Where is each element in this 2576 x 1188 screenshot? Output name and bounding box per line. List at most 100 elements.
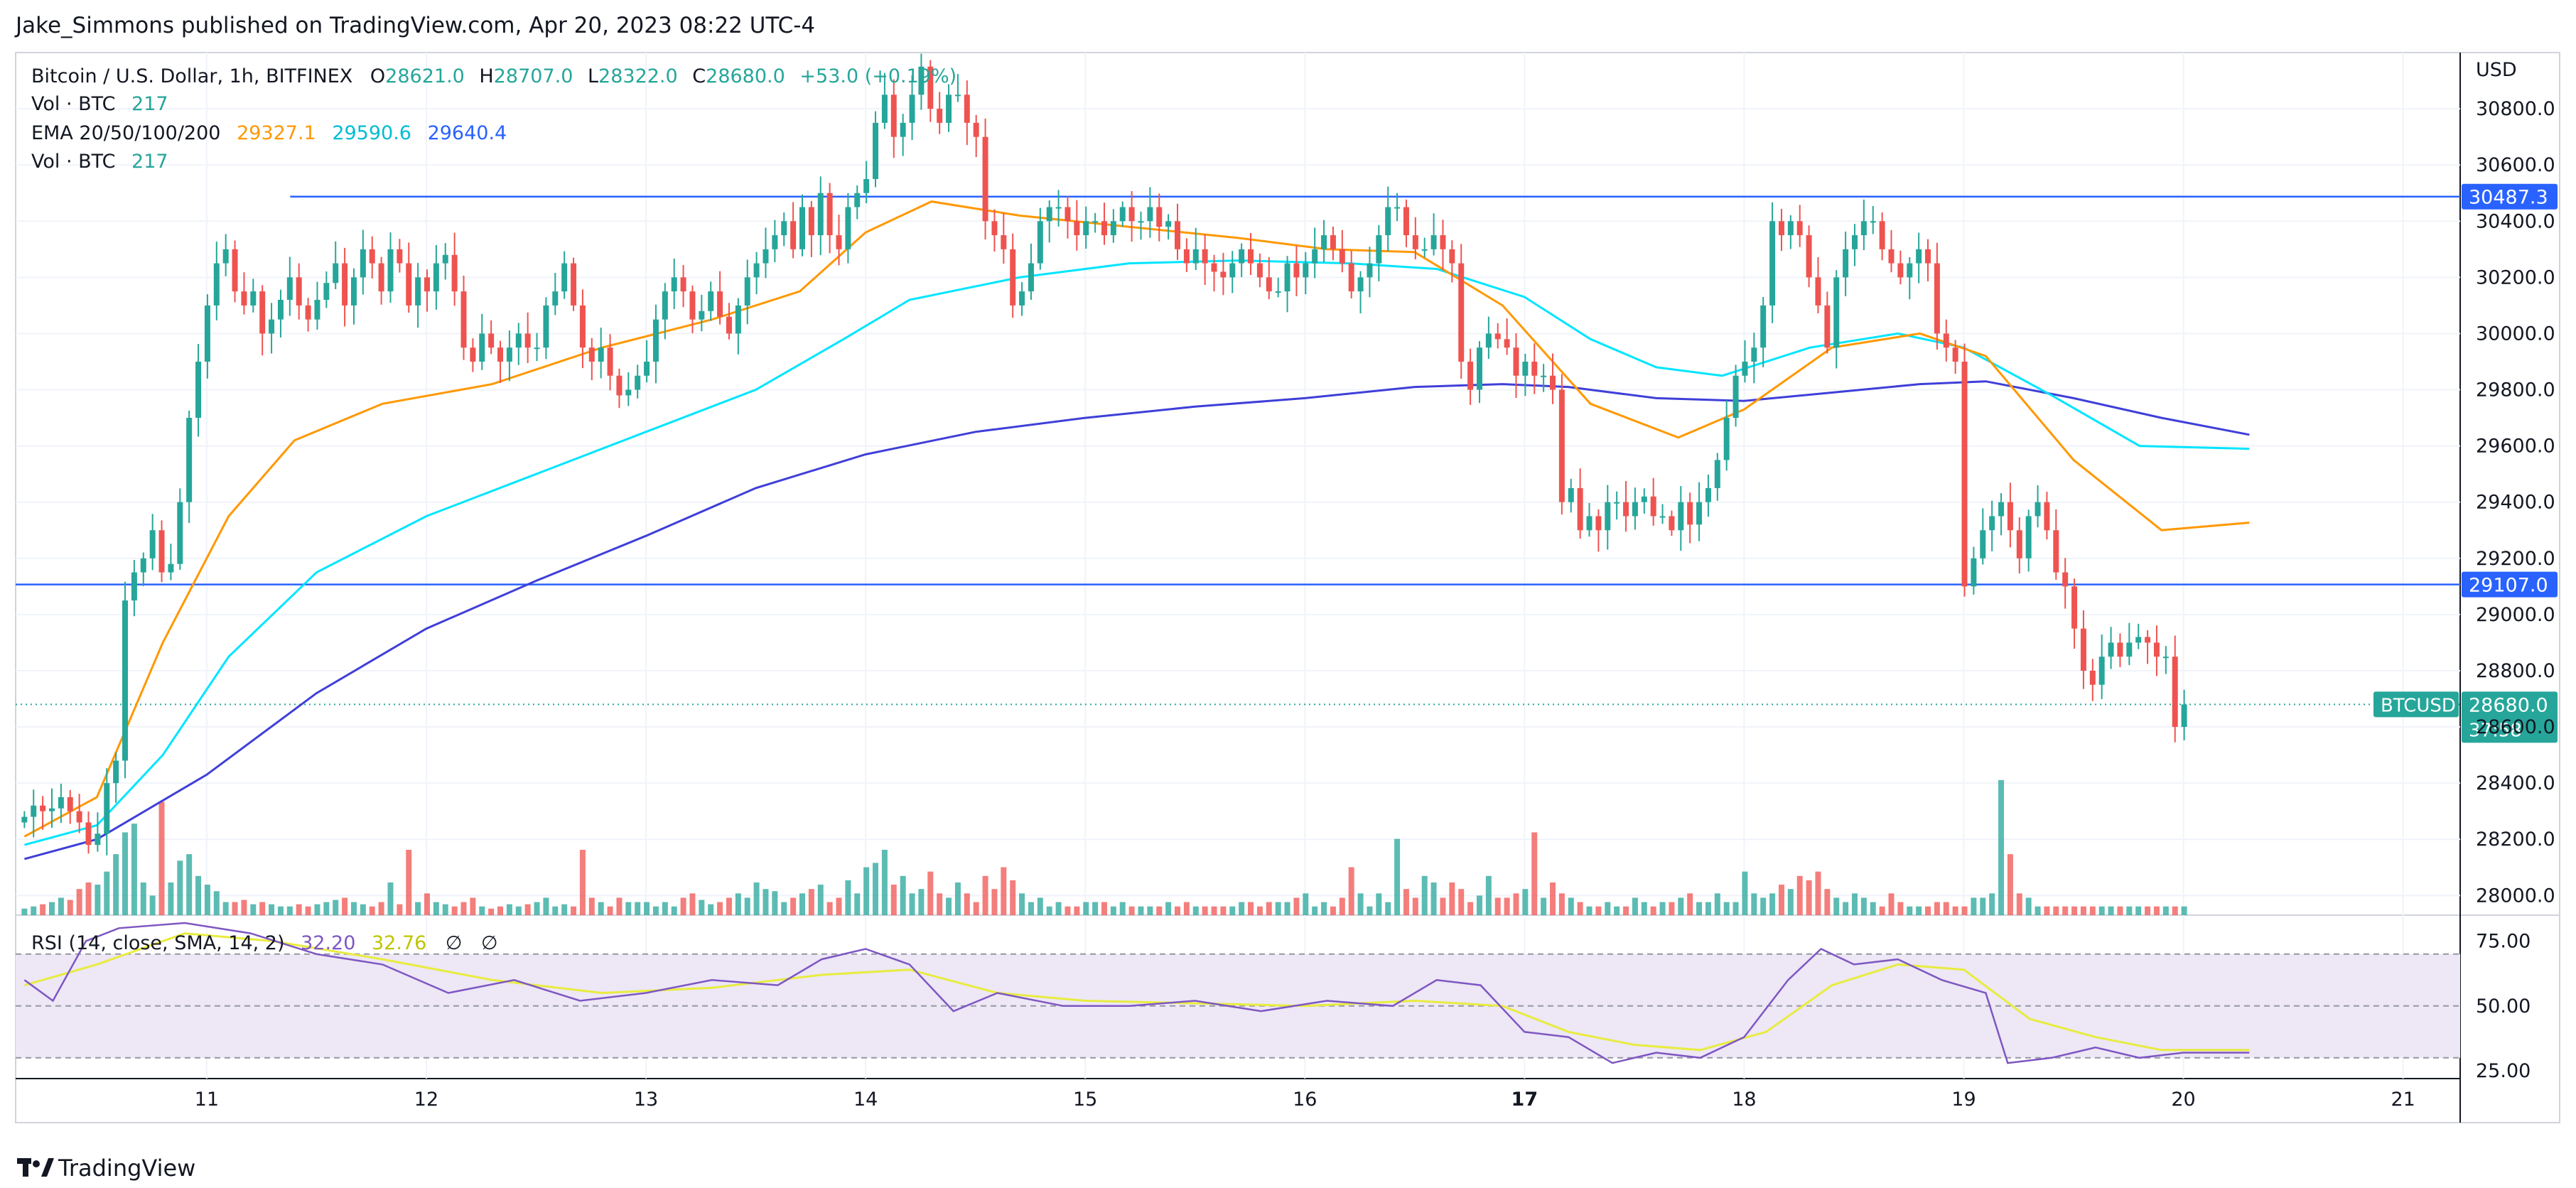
volume-bar [204, 885, 210, 915]
volume-bar [799, 893, 805, 915]
candle-body [1128, 207, 1135, 222]
candle-body [76, 811, 82, 823]
candle-body [946, 94, 952, 123]
candle-body [2126, 642, 2133, 657]
volume-bar [451, 906, 458, 915]
legend-row-symbol: Bitcoin / U.S. Dollar, 1h, BITFINEX O286… [31, 65, 956, 87]
candle-body [2044, 502, 2050, 531]
candle-body [571, 263, 577, 306]
candle-body [680, 277, 686, 292]
candle-body [1943, 333, 1949, 348]
volume-bar [1202, 906, 1208, 915]
candle-body [1092, 221, 1099, 223]
volume-bar [909, 893, 915, 915]
candle-body [2025, 516, 2032, 558]
volume-bar [680, 897, 686, 915]
volume-bar [1897, 902, 1904, 915]
volume-bar [277, 906, 284, 915]
legend-row-ema: EMA 20/50/100/200 29327.1 29590.6 29640.… [31, 122, 507, 144]
rsi-value: 32.20 [301, 932, 355, 954]
candle-body [286, 277, 293, 300]
price-tag-label: 29107.0 [2469, 575, 2548, 597]
candle-body [1595, 516, 1602, 531]
volume-bar [1824, 889, 1831, 915]
volume-bar [1183, 902, 1190, 915]
candle-body [1229, 263, 1236, 278]
tradingview-logo[interactable]: TradingView [17, 1155, 195, 1182]
volume-bar [1513, 893, 1519, 915]
candle-body [890, 94, 897, 137]
ema20-value: 29327.1 [237, 122, 316, 144]
volume-bar [1714, 893, 1720, 915]
price-tick-label: 30000.0 [2476, 323, 2555, 345]
candle-body [964, 94, 970, 123]
candle-body [689, 291, 696, 320]
volume-bar [635, 902, 641, 915]
candle-body [415, 277, 421, 306]
volume-bar [1339, 897, 1345, 915]
candle-body [1284, 263, 1290, 292]
ohlc-low-label: L [588, 65, 598, 87]
candle-body [451, 254, 458, 292]
candle-body [342, 263, 348, 306]
candle-body [296, 277, 302, 306]
candle-body [1293, 263, 1300, 278]
volume-bar [1558, 893, 1565, 915]
volume-bar [250, 904, 257, 915]
volume-bar [1476, 895, 1482, 915]
volume-bar [1046, 906, 1052, 915]
volume-bar [387, 882, 394, 915]
candle-body [1605, 502, 1611, 531]
volume-bar [671, 906, 677, 915]
candle-body [1376, 235, 1382, 264]
time-tick-label: 20 [2171, 1089, 2195, 1111]
volume-bar [1504, 897, 1510, 915]
candle-body [1485, 333, 1492, 348]
candle-body [442, 254, 448, 264]
volume2-label: Vol · BTC [31, 151, 115, 173]
volume-bar [1321, 902, 1327, 915]
volume-bar [1385, 902, 1391, 915]
candle-body [360, 249, 366, 278]
candle-body [470, 347, 476, 362]
candle-body [1558, 389, 1565, 502]
volume-bar [470, 897, 476, 915]
candle-body [95, 833, 101, 846]
candle-body [1659, 516, 1666, 518]
candle-body [433, 263, 439, 292]
volume-bar [1522, 889, 1529, 915]
candle-body [424, 277, 430, 292]
candle-body [1357, 277, 1364, 292]
candle-body [1934, 263, 1940, 334]
candle-body [49, 808, 55, 811]
volume-bar [1001, 867, 1007, 915]
volume-bar [808, 889, 814, 915]
rsi-pane [16, 922, 2460, 1064]
candle-body [781, 221, 787, 236]
volume-bar [1101, 902, 1107, 915]
rsi-null-1: ∅ [446, 932, 463, 954]
candle-body [753, 263, 760, 278]
volume-bar [1220, 906, 1227, 915]
candle-body [269, 319, 275, 334]
volume-bar [1348, 867, 1354, 915]
rsi-tick-label: 25.00 [2476, 1060, 2531, 1082]
volume-bar [314, 904, 320, 915]
volume-bar [241, 900, 247, 915]
time-tick-label: 12 [414, 1089, 438, 1111]
volume-bar [1568, 897, 1574, 915]
volume-bar [1907, 906, 1913, 915]
volume-bar [1165, 902, 1172, 915]
candle-body [140, 558, 146, 573]
volume-bar [195, 875, 202, 915]
volume-bar [1723, 902, 1730, 915]
volume-bar [652, 906, 659, 915]
candle-body [1239, 249, 1245, 264]
candle-body [369, 249, 375, 264]
volume-bar [1605, 902, 1611, 915]
price-tick-label: 28000.0 [2476, 885, 2555, 907]
volume-bar [333, 900, 339, 915]
volume-bar [1732, 902, 1739, 915]
volume-bar [772, 891, 778, 915]
